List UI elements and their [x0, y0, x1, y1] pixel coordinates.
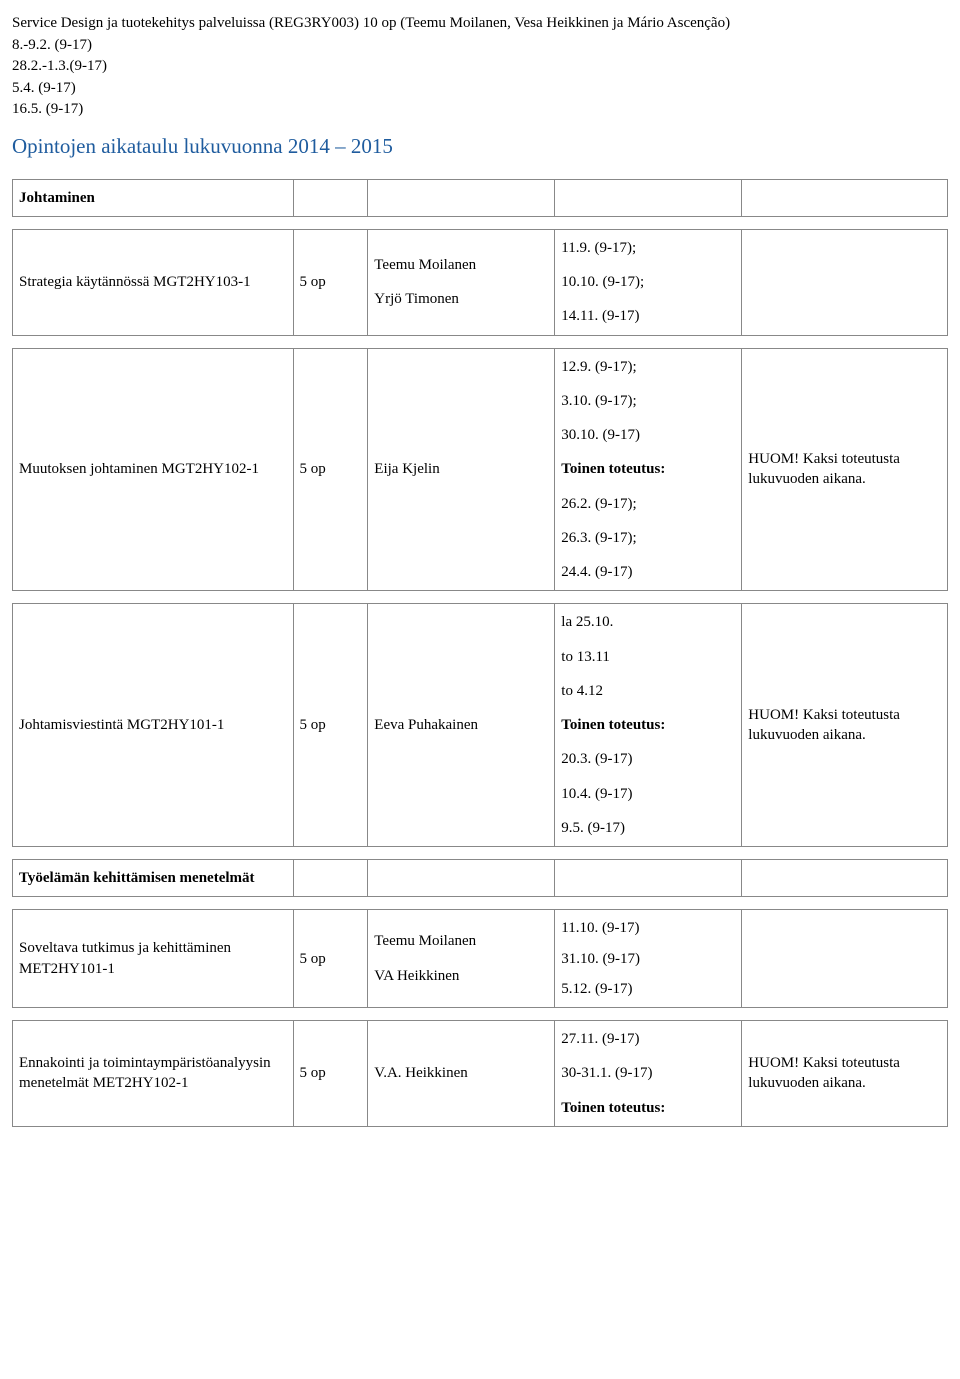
- date: 11.9. (9-17);: [561, 238, 735, 258]
- empty-cell: [555, 179, 742, 216]
- course-dates: 11.9. (9-17); 10.10. (9-17); 14.11. (9-1…: [555, 229, 742, 335]
- course-note: HUOM! Kaksi toteutusta lukuvuoden aikana…: [742, 348, 948, 591]
- course-name: Ennakointi ja toimintaympäristöanalyysin…: [13, 1021, 294, 1127]
- date: 26.2. (9-17);: [561, 494, 735, 514]
- teacher: VA Heikkinen: [374, 966, 548, 986]
- course-table: Muutoksen johtaminen MGT2HY102-1 5 op Ei…: [12, 348, 948, 592]
- teacher: Teemu Moilanen: [374, 255, 548, 275]
- section-title: Johtaminen: [13, 179, 294, 216]
- teacher: Teemu Moilanen: [374, 931, 548, 951]
- intro-line: 5.4. (9-17): [12, 79, 948, 99]
- empty-cell: [742, 179, 948, 216]
- date: 12.9. (9-17);: [561, 357, 735, 377]
- date: 31.10. (9-17): [561, 949, 735, 969]
- intro-line: 28.2.-1.3.(9-17): [12, 57, 948, 77]
- sub-heading: Toinen toteutus:: [561, 1098, 735, 1118]
- course-teachers: Teemu Moilanen VA Heikkinen: [368, 910, 555, 1008]
- date: 27.11. (9-17): [561, 1029, 735, 1049]
- course-table: Ennakointi ja toimintaympäristöanalyysin…: [12, 1020, 948, 1127]
- course-note: HUOM! Kaksi toteutusta lukuvuoden aikana…: [742, 1021, 948, 1127]
- date: to 13.11: [561, 647, 735, 667]
- section-title: Työelämän kehittämisen menetelmät: [13, 860, 294, 897]
- date: 30.10. (9-17): [561, 425, 735, 445]
- course-dates: 11.10. (9-17) 31.10. (9-17) 5.12. (9-17): [555, 910, 742, 1008]
- section-header-table: Johtaminen: [12, 179, 948, 217]
- section-header-table: Työelämän kehittämisen menetelmät: [12, 859, 948, 897]
- course-dates: 27.11. (9-17) 30-31.1. (9-17) Toinen tot…: [555, 1021, 742, 1127]
- date: 30-31.1. (9-17): [561, 1063, 735, 1083]
- course-table: Soveltava tutkimus ja kehittäminen MET2H…: [12, 909, 948, 1008]
- course-teachers: Eeva Puhakainen: [368, 604, 555, 847]
- course-teachers: V.A. Heikkinen: [368, 1021, 555, 1127]
- date: 3.10. (9-17);: [561, 391, 735, 411]
- course-credits: 5 op: [293, 1021, 368, 1127]
- course-name: Johtamisviestintä MGT2HY101-1: [13, 604, 294, 847]
- sub-heading: Toinen toteutus:: [561, 715, 735, 735]
- course-note: [742, 910, 948, 1008]
- empty-cell: [293, 179, 368, 216]
- course-dates: la 25.10. to 13.11 to 4.12 Toinen toteut…: [555, 604, 742, 847]
- page-heading: Opintojen aikataulu lukuvuonna 2014 – 20…: [12, 134, 948, 159]
- course-credits: 5 op: [293, 604, 368, 847]
- course-name: Strategia käytännössä MGT2HY103-1: [13, 229, 294, 335]
- date: 14.11. (9-17): [561, 306, 735, 326]
- intro-line: Service Design ja tuotekehitys palveluis…: [12, 14, 948, 34]
- course-note: [742, 229, 948, 335]
- empty-cell: [368, 860, 555, 897]
- date: la 25.10.: [561, 612, 735, 632]
- date: 9.5. (9-17): [561, 818, 735, 838]
- date: 5.12. (9-17): [561, 979, 735, 999]
- intro-line: 8.-9.2. (9-17): [12, 36, 948, 56]
- empty-cell: [293, 860, 368, 897]
- date: 10.10. (9-17);: [561, 272, 735, 292]
- course-note: HUOM! Kaksi toteutusta lukuvuoden aikana…: [742, 604, 948, 847]
- date: 11.10. (9-17): [561, 918, 735, 938]
- empty-cell: [555, 860, 742, 897]
- date: 26.3. (9-17);: [561, 528, 735, 548]
- course-credits: 5 op: [293, 348, 368, 591]
- date: 24.4. (9-17): [561, 562, 735, 582]
- empty-cell: [742, 860, 948, 897]
- course-name: Muutoksen johtaminen MGT2HY102-1: [13, 348, 294, 591]
- course-teachers: Teemu Moilanen Yrjö Timonen: [368, 229, 555, 335]
- date: 10.4. (9-17): [561, 784, 735, 804]
- course-dates: 12.9. (9-17); 3.10. (9-17); 30.10. (9-17…: [555, 348, 742, 591]
- course-teachers: Eija Kjelin: [368, 348, 555, 591]
- sub-heading: Toinen toteutus:: [561, 459, 735, 479]
- course-table: Johtamisviestintä MGT2HY101-1 5 op Eeva …: [12, 603, 948, 847]
- teacher: Yrjö Timonen: [374, 289, 548, 309]
- course-name: Soveltava tutkimus ja kehittäminen MET2H…: [13, 910, 294, 1008]
- intro-line: 16.5. (9-17): [12, 100, 948, 120]
- course-credits: 5 op: [293, 229, 368, 335]
- course-table: Strategia käytännössä MGT2HY103-1 5 op T…: [12, 229, 948, 336]
- empty-cell: [368, 179, 555, 216]
- date: to 4.12: [561, 681, 735, 701]
- intro-block: Service Design ja tuotekehitys palveluis…: [12, 14, 948, 120]
- course-credits: 5 op: [293, 910, 368, 1008]
- date: 20.3. (9-17): [561, 749, 735, 769]
